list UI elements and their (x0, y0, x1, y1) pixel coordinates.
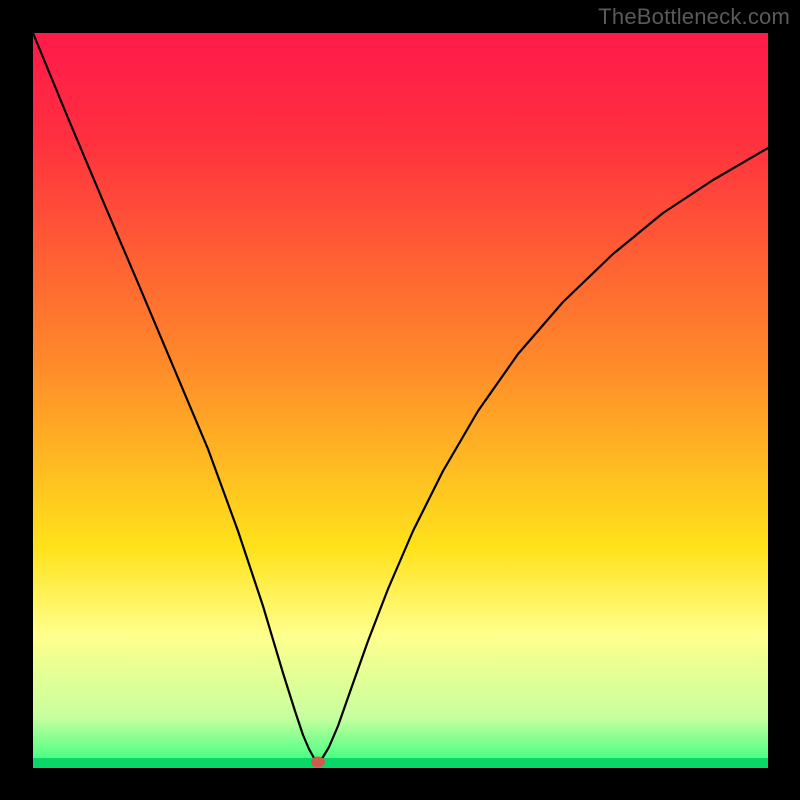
watermark-text: TheBottleneck.com (598, 4, 790, 30)
chart-plot-area (33, 33, 768, 768)
minimum-marker-dot (311, 757, 325, 768)
bottleneck-curve (33, 33, 768, 768)
